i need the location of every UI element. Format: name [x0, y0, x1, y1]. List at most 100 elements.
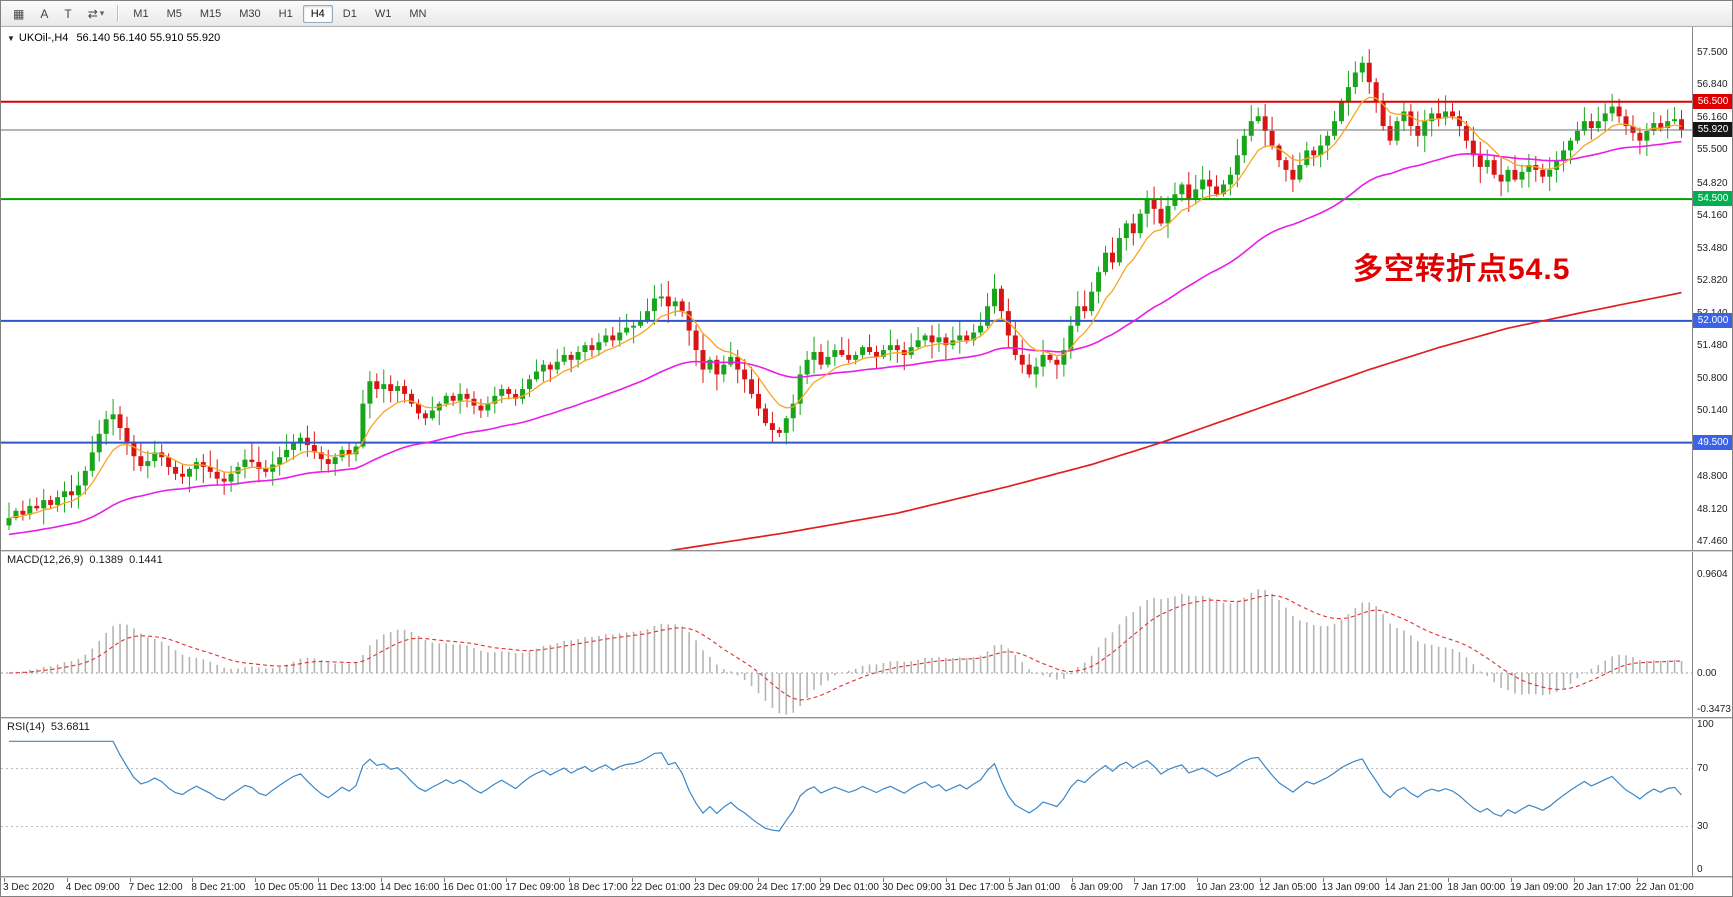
timeframe-m5-button[interactable]: M5 — [159, 5, 190, 23]
time-axis-label: 13 Jan 09:00 — [1321, 882, 1380, 893]
time-axis-tick — [632, 878, 633, 882]
timeframe-m15-button[interactable]: M15 — [192, 5, 229, 23]
time-axis-tick — [1260, 878, 1261, 882]
text-annotation-button[interactable]: A — [40, 6, 49, 21]
time-axis-label: 17 Dec 09:00 — [505, 882, 565, 893]
price-axis-label: 56.160 — [1697, 112, 1728, 124]
timeframe-mn-button[interactable]: MN — [401, 5, 434, 23]
macd-axis-label: 0.9604 — [1697, 569, 1728, 581]
time-axis-tick — [1008, 878, 1010, 882]
price-axis-label: 50.140 — [1697, 405, 1728, 417]
rsi-axis-label: 0 — [1697, 864, 1703, 875]
macd-panel-canvas[interactable] — [1, 552, 1692, 717]
time-axis-tick — [443, 878, 445, 882]
ma-fast-line — [8, 96, 1682, 519]
time-axis-label: 11 Dec 13:00 — [317, 882, 376, 893]
price-axis-label: 55.500 — [1697, 144, 1728, 156]
annotation-text: 多空转折点54.5 — [1353, 253, 1571, 286]
macd-indicator-label: MACD(12,26,9) 0.1389 0.1441 — [7, 554, 169, 566]
time-axis-tick — [1511, 878, 1513, 882]
time-axis-tick — [255, 878, 257, 882]
time-axis-label: 23 Dec 09:00 — [693, 882, 754, 893]
macd-name: MACD(12,26,9) — [7, 554, 84, 566]
time-axis-tick — [1322, 878, 1324, 882]
symbol-period-label: UKOil-,H4 — [18, 32, 69, 44]
time-axis-tick — [757, 878, 759, 882]
timeframe-h1-button[interactable]: H1 — [271, 5, 301, 23]
price-level-badge: 52.000 — [1693, 312, 1732, 328]
time-axis-tick — [506, 878, 508, 882]
time-axis-label: 3 Dec 2020 — [3, 882, 55, 893]
time-axis-label: 12 Jan 05:00 — [1259, 882, 1317, 893]
time-axis-label: 10 Jan 23:00 — [1196, 882, 1255, 893]
time-axis-tick — [694, 878, 696, 882]
macd-value: 0.1389 — [89, 554, 124, 566]
time-axis-tick — [192, 878, 194, 882]
price-axis-label: 50.800 — [1697, 373, 1728, 385]
collapse-arrow-icon[interactable]: ▼ — [7, 34, 15, 43]
panel-separator-macd-rsi[interactable] — [1, 717, 1732, 719]
time-axis-tick — [318, 878, 319, 882]
panel-separator-rsi-time — [1, 876, 1732, 878]
rsi-axis-label: 30 — [1697, 820, 1709, 832]
price-axis-label: 51.480 — [1697, 340, 1728, 352]
time-axis-label: 19 Jan 09:00 — [1510, 882, 1569, 893]
timeframe-m1-button[interactable]: M1 — [125, 5, 156, 23]
time-axis-tick — [66, 878, 68, 882]
time-axis-label: 16 Dec 01:00 — [442, 882, 503, 893]
time-axis-label: 31 Dec 17:00 — [945, 882, 1005, 893]
time-axis-tick — [1071, 878, 1073, 882]
ma-mid-line — [8, 140, 1682, 536]
timeframe-h4-button[interactable]: H4 — [302, 5, 333, 23]
chevron-down-icon: ▾ — [99, 8, 105, 18]
time-axis-tick — [1134, 878, 1136, 882]
price-level-badge: 49.500 — [1693, 434, 1732, 450]
chart-grid-button[interactable]: ▦ — [13, 6, 25, 21]
time-axis-tick — [1385, 878, 1387, 882]
time-axis-label: 22 Dec 01:00 — [631, 882, 691, 893]
time-axis-label: 10 Dec 05:00 — [254, 882, 314, 893]
macd-signal-value: 0.1441 — [129, 554, 163, 566]
price-axis-label: 48.800 — [1697, 470, 1728, 482]
macd-histogram — [15, 589, 1683, 715]
price-level-badge: 54.500 — [1693, 191, 1732, 207]
price-axis-label: 52.820 — [1697, 274, 1728, 286]
time-axis-tick — [1448, 878, 1450, 882]
time-axis-tick — [946, 878, 947, 882]
time-axis-label: 29 Dec 01:00 — [819, 882, 879, 893]
price-level-badge: 55.920 — [1693, 121, 1732, 137]
price-level-badge: 56.500 — [1693, 93, 1732, 109]
text-label-button[interactable]: T — [64, 6, 72, 21]
timeframe-m30-button[interactable]: M30 — [231, 5, 268, 23]
toolbar-separator — [117, 5, 120, 22]
time-axis-label: 7 Dec 12:00 — [128, 882, 183, 893]
chart-title: ▼ UKOil-,H4 56.140 56.140 55.910 55.920 — [7, 32, 220, 44]
rsi-line — [9, 740, 1682, 832]
time-axis-tick — [883, 878, 885, 882]
time-axis-label: 4 Dec 09:00 — [65, 882, 120, 893]
panel-separator-main-macd[interactable] — [1, 550, 1732, 552]
rsi-axis-label: 100 — [1697, 719, 1714, 730]
timeframe-d1-button[interactable]: D1 — [335, 5, 365, 23]
time-axis-label: 8 Dec 21:00 — [191, 882, 246, 893]
time-axis-tick — [1574, 878, 1575, 882]
price-axis[interactable] — [1692, 27, 1732, 896]
price-axis-label: 53.480 — [1697, 242, 1728, 254]
time-axis-label: 18 Dec 17:00 — [568, 882, 628, 893]
time-axis-label: 14 Jan 21:00 — [1384, 882, 1443, 893]
cycle-symbols-button[interactable]: ⇄ ▾ — [87, 6, 105, 21]
macd-signal-line — [8, 594, 1682, 701]
rsi-axis-label: 70 — [1697, 762, 1709, 774]
time-axis-label: 7 Jan 17:00 — [1133, 882, 1186, 893]
time-axis-tick — [129, 878, 131, 882]
horizontal-levels-layer — [1, 100, 1692, 444]
rsi-panel-canvas[interactable] — [1, 719, 1692, 876]
toolbar: ▦ A T ⇄ ▾ M1 M5 M15 M30 H1 H4 D1 W1 MN — [1, 1, 1732, 27]
timeframe-w1-button[interactable]: W1 — [367, 5, 400, 23]
price-axis-label: 57.500 — [1697, 47, 1728, 58]
time-axis-label: 30 Dec 09:00 — [882, 882, 942, 893]
time-axis-label: 18 Jan 00:00 — [1447, 882, 1506, 893]
time-axis-tick — [1636, 878, 1638, 882]
main-chart-canvas[interactable] — [1, 27, 1692, 550]
time-axis[interactable] — [1, 878, 1732, 896]
